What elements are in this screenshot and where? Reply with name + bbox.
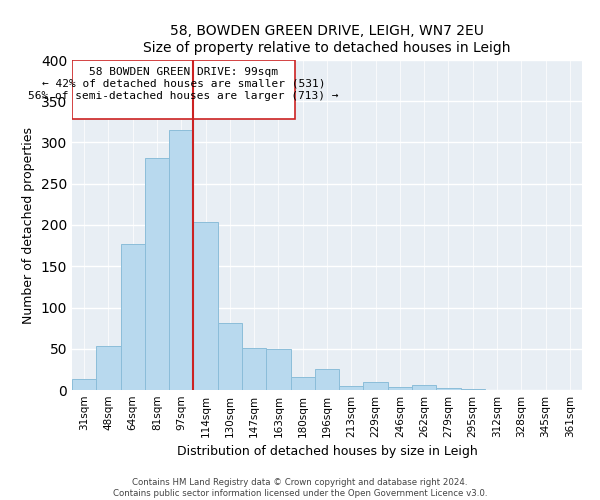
Bar — [72, 380, 96, 390]
Text: 56% of semi-detached houses are larger (713) →: 56% of semi-detached houses are larger (… — [28, 90, 339, 101]
Bar — [145, 158, 169, 390]
Bar — [169, 130, 193, 390]
Bar — [290, 377, 315, 390]
Text: ← 42% of detached houses are smaller (531): ← 42% of detached houses are smaller (53… — [42, 79, 325, 89]
Bar — [461, 389, 485, 390]
Bar — [242, 348, 266, 390]
Bar — [388, 386, 412, 390]
Bar — [364, 382, 388, 390]
Y-axis label: Number of detached properties: Number of detached properties — [22, 126, 35, 324]
Title: 58, BOWDEN GREEN DRIVE, LEIGH, WN7 2EU
Size of property relative to detached hou: 58, BOWDEN GREEN DRIVE, LEIGH, WN7 2EU S… — [143, 24, 511, 54]
Bar — [193, 222, 218, 390]
Bar — [436, 388, 461, 390]
Bar — [339, 386, 364, 390]
Bar — [315, 370, 339, 390]
Bar — [96, 346, 121, 390]
Bar — [218, 323, 242, 390]
Bar — [412, 385, 436, 390]
Text: 58 BOWDEN GREEN DRIVE: 99sqm: 58 BOWDEN GREEN DRIVE: 99sqm — [89, 68, 278, 78]
Text: Contains HM Land Registry data © Crown copyright and database right 2024.
Contai: Contains HM Land Registry data © Crown c… — [113, 478, 487, 498]
Bar — [72, 60, 295, 120]
Bar — [266, 349, 290, 390]
X-axis label: Distribution of detached houses by size in Leigh: Distribution of detached houses by size … — [176, 446, 478, 458]
Bar — [121, 244, 145, 390]
